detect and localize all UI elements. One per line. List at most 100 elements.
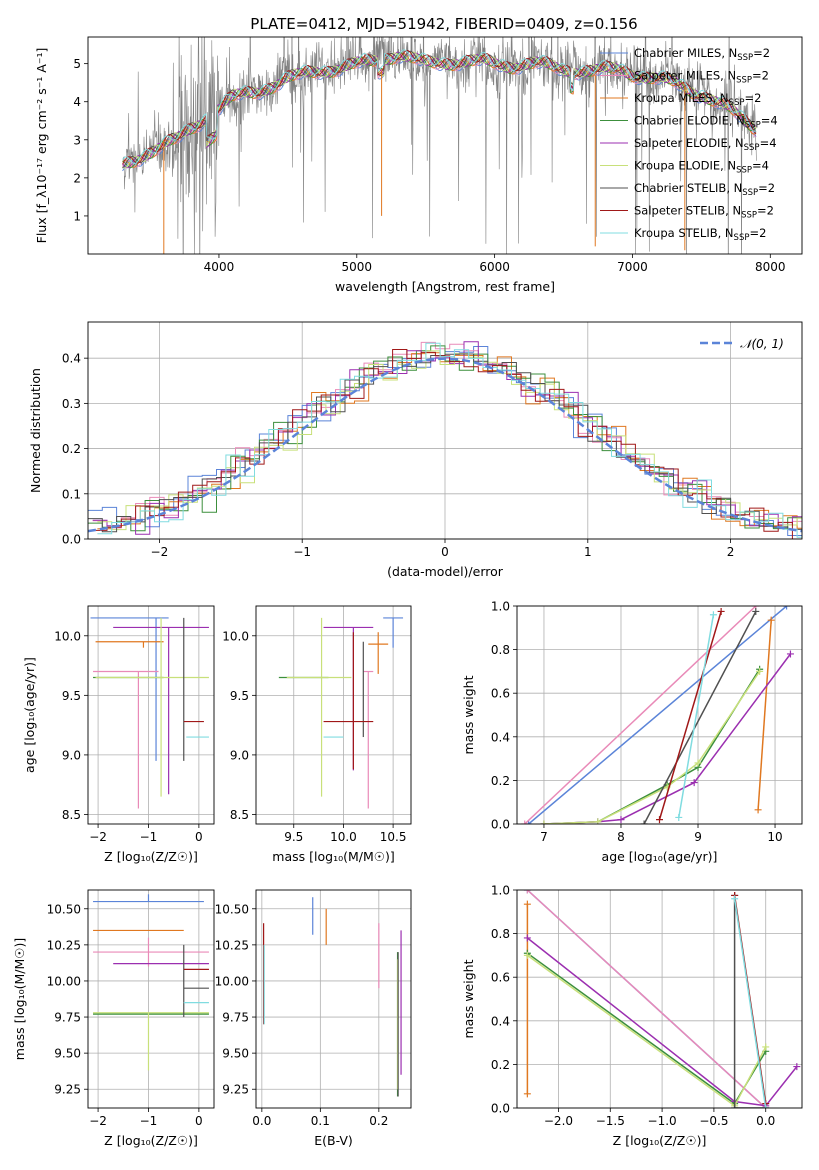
y-tick-label: 10.25 (47, 938, 81, 952)
point-chabrier-miles (383, 617, 404, 648)
point-salpeter-miles (363, 670, 374, 809)
plot-area (90, 617, 209, 809)
series-salpeter-stelib (656, 607, 725, 824)
series-marker (540, 820, 548, 824)
x-axis-label: age [log₁₀(age/yr)] (602, 849, 718, 864)
grid (88, 890, 214, 1108)
x-tick-label: −2 (151, 545, 169, 559)
legend-label-salpeter-elodie: Salpeter ELODIE, NSSP=4 (634, 136, 777, 153)
mass_vs_ebv-panel: 0.0 0.1 0.2 9.25 9.50 9.75 10.00 10.25 10.50 E(B-… (215, 889, 412, 1148)
x-axis-label: (data-model)/error (387, 564, 504, 579)
plot-area (93, 894, 209, 1071)
y-tick-label: 0.0 (491, 1102, 510, 1116)
point-salpeter-stelib (323, 632, 374, 770)
x-tick-label: −0.5 (699, 1114, 728, 1128)
x-tick-label: 0.0 (252, 1114, 271, 1128)
point-kroupa-elodie (286, 617, 352, 797)
x-tick-label: 6000 (479, 260, 510, 274)
y-axis-label: Flux [f_λ10⁻¹⁷ erg cm⁻² s⁻¹ A⁻¹] (34, 48, 49, 244)
y-tick-label: 0.8 (491, 643, 510, 657)
y-tick-label: 5 (73, 57, 81, 71)
plot-area (122, 37, 757, 254)
axes: −2 −1 0 9.25 9.50 9.75 10.00 10.25 10.50 Z [log₁₀… (12, 889, 215, 1148)
grid (517, 889, 802, 1109)
series-marker (756, 667, 764, 675)
series-kroupa-elodie (523, 951, 770, 1108)
x-axis-label: Z [log₁₀(Z/Z☉)] (104, 849, 198, 864)
series-marker (523, 890, 531, 894)
point-salpeter-elodie (323, 626, 374, 771)
y-tick-label: 0.3 (62, 397, 81, 411)
legend-label-chabrier-stelib: Chabrier STELIB, NSSP=2 (634, 181, 775, 198)
legend-label-kroupa-elodie: Kroupa ELODIE, NSSP=4 (634, 159, 769, 176)
y-tick-label: 9.75 (222, 1011, 249, 1025)
y-tick-label: 3 (73, 133, 81, 147)
y-tick-label: 0.4 (62, 352, 81, 366)
x-tick-label: −2 (89, 1114, 107, 1128)
series-marker (783, 606, 791, 610)
axes-frame (87, 321, 803, 540)
histogram-salpeter-stelib (92, 349, 802, 539)
series-line (528, 606, 788, 824)
point-kroupa-miles (368, 632, 389, 674)
model-spectrum-kroupa-elodie (122, 51, 757, 169)
y-tick-label: 9.50 (54, 1047, 81, 1061)
model-spectrum-chabrier-miles (122, 54, 757, 172)
plot-area (88, 341, 802, 539)
x-tick-label: 10 (767, 830, 782, 844)
series-kroupa-stelib (731, 895, 770, 1108)
y-tick-label: 8.5 (230, 808, 249, 822)
axes: 9.5 10.0 10.5 8.5 9.0 9.5 10.0 mass [log₁₀(M/M☉… (222, 605, 412, 864)
y-tick-label: 9.50 (222, 1047, 249, 1061)
series-marker (767, 616, 775, 624)
point-kroupa-elodie (95, 617, 209, 797)
series-marker (521, 820, 529, 824)
y-tick-label: 0.6 (491, 971, 510, 985)
grid (256, 890, 411, 1108)
series-marker (731, 1104, 739, 1108)
y-tick-label: 9.5 (230, 689, 249, 703)
age_vs_Z-panel: −2 −1 0 8.5 9.0 9.5 10.0 Z [log₁₀(Z/Z☉)] age [lo… (22, 605, 215, 864)
x-tick-label: 0 (195, 830, 203, 844)
x-tick-label: −2 (89, 830, 107, 844)
series-marker (694, 759, 702, 767)
y-tick-label: 9.25 (222, 1083, 249, 1097)
y-tick-label: 10.50 (47, 902, 81, 916)
model-spectrum-chabrier-elodie (122, 51, 757, 169)
x-tick-label: 8000 (755, 260, 786, 274)
point-salpeter-miles (93, 670, 159, 809)
x-tick-label: 0 (441, 545, 449, 559)
legend-label-salpeter-miles: Salpeter MILES, NSSP=2 (634, 69, 769, 86)
y-tick-label: 10.00 (47, 974, 81, 988)
y-axis-label: Normed distribution (28, 368, 43, 493)
y-tick-label: 9.0 (62, 748, 81, 762)
series-marker (754, 806, 762, 814)
x-axis-label: mass [log₁₀(M/M☉)] (272, 849, 394, 864)
series-marker (523, 934, 531, 942)
mass_vs_Z-panel: −2 −1 0 9.25 9.50 9.75 10.00 10.25 10.50 Z [log₁₀… (12, 889, 215, 1148)
axes-frame (255, 605, 412, 825)
y-tick-label: 0.2 (62, 442, 81, 456)
series-line (524, 606, 757, 824)
axes-frame (87, 605, 215, 825)
y-tick-label: 1 (73, 209, 81, 223)
x-axis-label: Z [log₁₀(Z/Z☉)] (613, 1133, 707, 1148)
x-tick-label: 0 (195, 1114, 203, 1128)
series-marker (523, 951, 531, 959)
y-tick-label: 0.0 (491, 818, 510, 832)
histogram-chabrier-elodie (88, 345, 802, 532)
y-tick-label: 0.8 (491, 927, 510, 941)
series-marker (675, 813, 683, 821)
axes: −2 −1 0 1 2 0.0 0.1 0.2 0.3 0.4 (data-model)/error… (28, 321, 803, 579)
x-axis-label: E(B-V) (314, 1133, 353, 1148)
axes: −2.0 −1.5 −1.0 −0.5 0.0 0.0 0.2 0.4 0.6 0.8 1.0 Z [… (461, 884, 803, 1148)
series-marker (717, 607, 725, 615)
age_vs_mass-panel: 9.5 10.0 10.5 8.5 9.0 9.5 10.0 mass [log₁₀(M/M☉… (222, 605, 412, 864)
point-chabrier-stelib (183, 944, 209, 1018)
legend-label-normal: 𝒩(0, 1) (740, 337, 784, 351)
series-marker (523, 1090, 531, 1098)
point-chabrier-miles (90, 617, 169, 761)
figure-title: PLATE=0412, MJD=51942, FIBERID=0409, z=0… (250, 15, 637, 33)
x-tick-label: 7000 (617, 260, 648, 274)
legend-label-chabrier-miles: Chabrier MILES, NSSP=2 (634, 46, 770, 63)
